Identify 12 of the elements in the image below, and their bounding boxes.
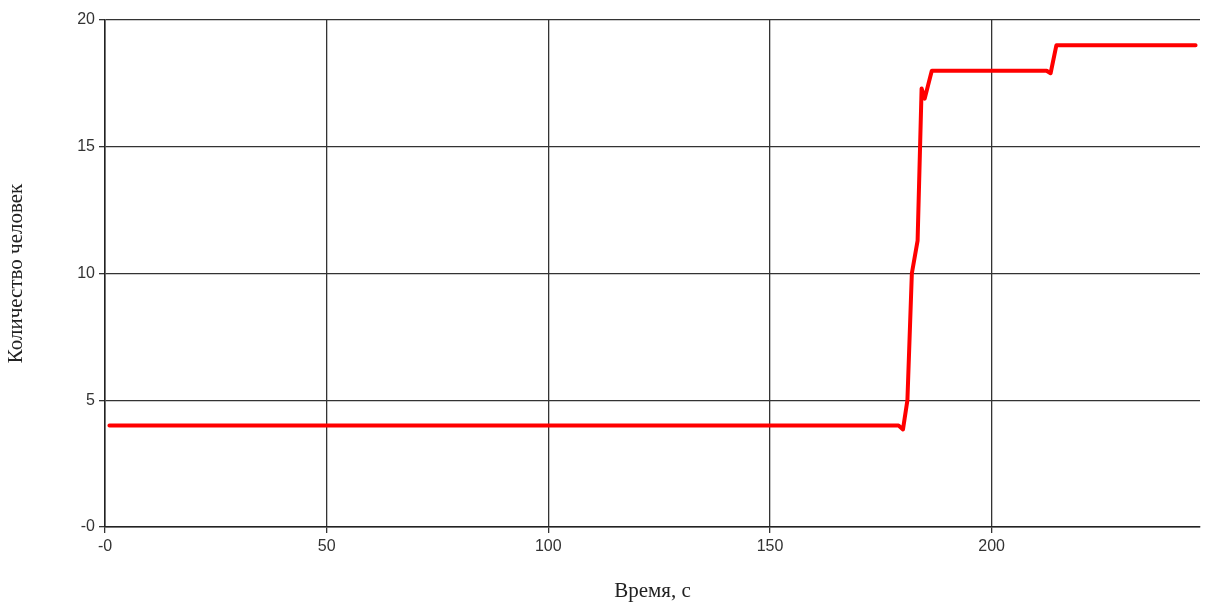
y-axis-title: Количество человек [3,182,28,364]
x-tick-label: 50 [317,537,336,555]
y-tick-label: 5 [86,390,96,408]
x-tick-label: -0 [97,537,113,555]
x-axis-title: Время, с [614,577,691,602]
x-tick-label: 100 [534,537,562,555]
x-tick-label: 200 [978,537,1006,555]
y-tick-label: 20 [77,10,96,28]
y-tick-label: 10 [77,263,96,281]
x-tick-label: 150 [756,537,784,555]
y-tick-label: 15 [77,137,96,155]
y-tick-label: -0 [80,517,96,535]
